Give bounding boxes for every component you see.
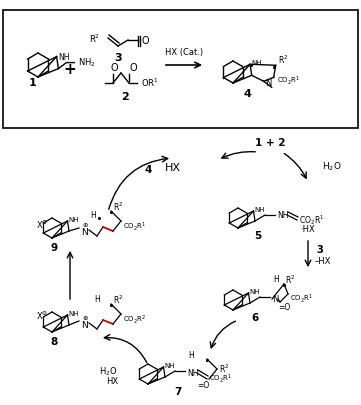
Text: –HX: –HX: [315, 258, 331, 266]
Text: 7: 7: [174, 387, 182, 397]
Text: N: N: [272, 294, 278, 303]
Text: NH: NH: [249, 289, 260, 295]
Text: CO$_2$R$^1$: CO$_2$R$^1$: [290, 293, 313, 305]
Text: 4: 4: [243, 89, 251, 99]
Text: NH: NH: [255, 207, 265, 213]
Text: R$^2$: R$^2$: [219, 363, 229, 375]
Text: NH: NH: [165, 363, 175, 369]
Text: 6: 6: [251, 313, 258, 323]
Text: H: H: [273, 275, 279, 284]
Text: X$^{\ominus}$: X$^{\ominus}$: [36, 219, 48, 231]
Text: NH: NH: [277, 211, 288, 220]
Text: 1: 1: [29, 78, 37, 88]
Text: 4: 4: [144, 165, 152, 175]
Text: CO$_2$R$^1$: CO$_2$R$^1$: [299, 213, 324, 227]
Text: R$^2$: R$^2$: [113, 294, 123, 306]
Text: CO$_2$R$^1$: CO$_2$R$^1$: [209, 373, 232, 385]
Text: 8: 8: [51, 337, 58, 347]
Text: $\overset{\oplus}{\mathrm{N}}$: $\overset{\oplus}{\mathrm{N}}$: [81, 222, 89, 239]
Text: O: O: [110, 63, 118, 73]
Text: 1 + 2: 1 + 2: [255, 138, 285, 148]
Text: =O: =O: [278, 303, 290, 311]
Text: H: H: [90, 211, 96, 220]
Text: =O: =O: [197, 381, 209, 390]
Text: NH$_2$: NH$_2$: [78, 56, 96, 69]
Text: 2: 2: [121, 92, 129, 102]
Text: +: +: [64, 62, 77, 77]
Text: R$^2$: R$^2$: [285, 274, 295, 286]
Text: H: H: [188, 350, 194, 360]
Text: O: O: [142, 36, 149, 46]
Text: N: N: [265, 79, 271, 88]
Text: O: O: [130, 63, 138, 73]
Text: H$_2$O: H$_2$O: [99, 366, 117, 378]
Text: NH: NH: [58, 53, 70, 62]
Text: 3: 3: [114, 53, 122, 63]
Text: HX: HX: [106, 377, 118, 386]
Text: NH: NH: [69, 311, 79, 317]
Text: NH: NH: [187, 369, 199, 377]
Text: CO$_2$R$^1$: CO$_2$R$^1$: [123, 221, 146, 233]
FancyBboxPatch shape: [3, 10, 358, 128]
Text: HX: HX: [165, 163, 181, 173]
Text: CO$_2$R$^2$: CO$_2$R$^2$: [123, 314, 146, 326]
Text: NH: NH: [69, 217, 79, 223]
Text: R$^2$: R$^2$: [89, 33, 100, 45]
Text: NH: NH: [251, 60, 262, 66]
Text: OR$^1$: OR$^1$: [141, 77, 158, 89]
Text: $\overset{\oplus}{\mathrm{N}}$: $\overset{\oplus}{\mathrm{N}}$: [81, 315, 89, 331]
Text: 3: 3: [316, 245, 323, 255]
Text: X$^{\ominus}$: X$^{\ominus}$: [36, 310, 48, 322]
Text: 9: 9: [51, 243, 57, 253]
Text: CO$_2$R$^1$: CO$_2$R$^1$: [277, 74, 300, 87]
Text: ·HX: ·HX: [300, 224, 315, 234]
Text: H: H: [94, 296, 100, 305]
Text: R$^2$: R$^2$: [113, 201, 123, 213]
Text: 5: 5: [255, 231, 262, 241]
Text: R$^2$: R$^2$: [278, 54, 288, 66]
Text: HX (Cat.): HX (Cat.): [165, 47, 203, 57]
Text: H$_2$O: H$_2$O: [322, 161, 342, 173]
